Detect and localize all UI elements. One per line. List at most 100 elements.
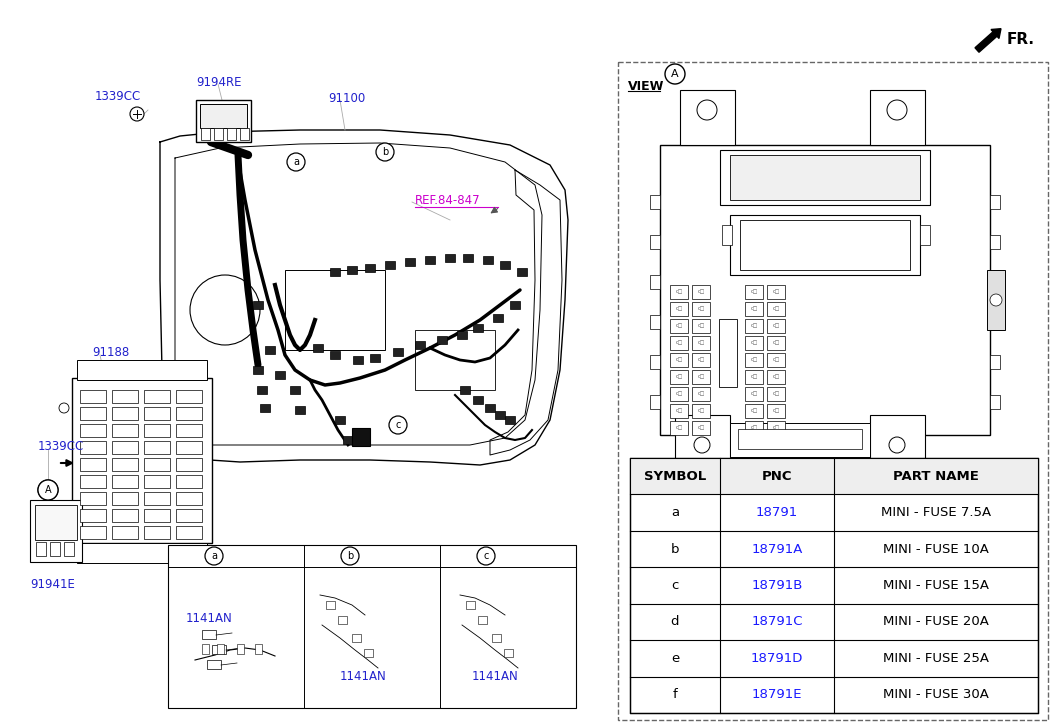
Circle shape [697,100,717,120]
Circle shape [389,416,407,434]
Bar [670,285,689,299]
Circle shape [59,403,69,413]
Bar [987,270,1005,330]
Bar [260,404,270,412]
Bar [670,421,689,435]
Text: 18791C: 18791C [751,616,803,628]
Bar [176,407,202,420]
Bar [257,386,267,394]
Bar [457,331,467,339]
Bar [650,195,660,209]
Bar [670,404,689,418]
Bar [483,256,493,264]
Bar [870,90,925,145]
Bar [466,601,475,609]
Bar [144,390,170,403]
Bar [80,390,106,403]
Bar [364,649,373,657]
Circle shape [38,480,58,500]
Text: MINI - FUSE 20A: MINI - FUSE 20A [883,616,988,628]
Bar [112,509,138,522]
Circle shape [889,437,905,453]
Bar [744,302,763,316]
Bar [767,404,785,418]
Bar [80,526,106,539]
Bar [730,215,920,275]
Bar [144,526,170,539]
Bar [285,270,385,350]
Bar [365,264,375,272]
Bar [30,500,82,562]
Text: VIEW: VIEW [628,80,664,93]
Circle shape [205,547,223,565]
Bar [744,353,763,367]
Bar [473,396,483,404]
Bar [650,395,660,409]
Text: 18791A: 18791A [751,542,803,555]
Bar [253,366,263,374]
Bar [720,150,930,205]
Text: a: a [211,551,216,561]
Circle shape [59,508,69,518]
Bar [767,370,785,384]
Bar [692,404,710,418]
Bar [463,254,473,262]
Bar [675,415,730,465]
Text: REF.84-847: REF.84-847 [415,193,480,206]
Bar [692,285,710,299]
Bar [176,492,202,505]
Bar [692,387,710,401]
Bar [240,128,249,140]
Bar [692,353,710,367]
Circle shape [991,294,1002,306]
Bar [385,261,395,269]
Bar [112,441,138,454]
Bar [216,644,224,654]
Text: c□: c□ [676,425,682,430]
Text: 18791E: 18791E [752,688,803,702]
Bar [991,195,1000,209]
Bar [144,475,170,488]
Text: c□: c□ [772,392,779,396]
Text: PART NAME: PART NAME [893,470,979,483]
Text: A: A [44,485,52,495]
Bar [329,268,340,276]
Bar [492,634,501,642]
Text: A: A [44,485,52,495]
Bar [313,344,323,352]
Bar [176,390,202,403]
Bar [740,220,910,270]
Bar [744,421,763,435]
Text: c□: c□ [751,307,757,311]
Bar [144,492,170,505]
Bar [991,395,1000,409]
Text: c: c [484,551,489,561]
Bar [692,336,710,350]
Bar [168,545,576,708]
Bar [64,542,74,556]
Bar [991,315,1000,329]
Bar [744,319,763,333]
Text: c□: c□ [697,374,704,379]
Bar [660,145,991,435]
Circle shape [190,275,260,345]
Bar [730,155,920,200]
Bar [144,424,170,437]
Text: 18791: 18791 [756,506,798,519]
Bar [670,387,689,401]
Bar [495,411,505,419]
Bar [275,371,285,379]
Text: c□: c□ [676,340,682,345]
Text: c□: c□ [676,307,682,311]
Text: c□: c□ [697,307,704,311]
Bar [650,275,660,289]
Bar [478,616,487,624]
Text: d: d [671,616,679,628]
Circle shape [38,480,58,500]
Bar [77,543,207,563]
Text: b: b [671,542,679,555]
Bar [692,421,710,435]
Bar [144,441,170,454]
Text: SYMBOL: SYMBOL [644,470,706,483]
Text: 91100: 91100 [328,92,365,105]
